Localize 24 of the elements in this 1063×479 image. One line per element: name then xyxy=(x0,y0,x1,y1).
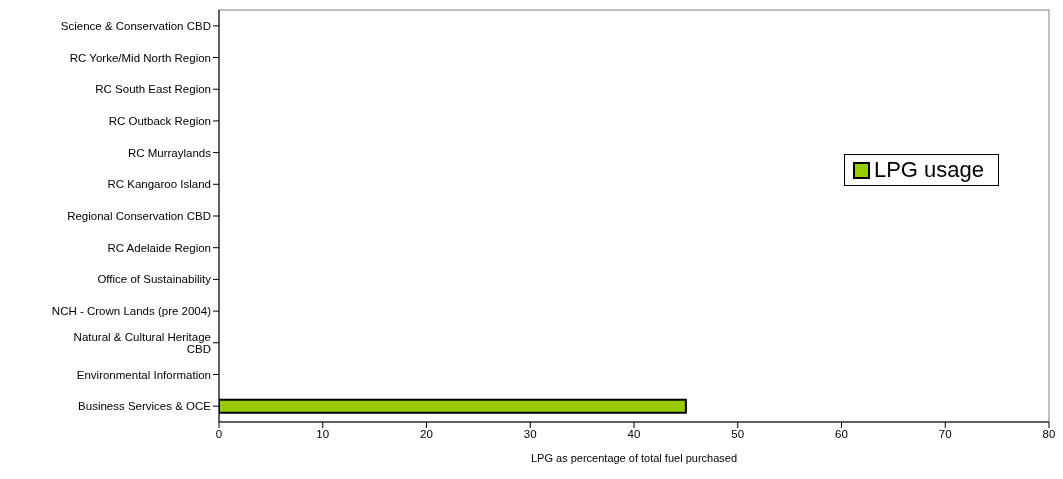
y-tick-label: RC Yorke/Mid North Region xyxy=(69,51,211,64)
x-tick-label: 20 xyxy=(420,428,433,441)
y-tick-label: Science & Conservation CBD xyxy=(60,19,211,32)
y-tick-label: Regional Conservation CBD xyxy=(67,210,211,223)
x-tick-label: 50 xyxy=(731,428,745,441)
x-tick-label: 30 xyxy=(523,428,537,441)
y-tick-label: Natural & Cultural Heritage CBD xyxy=(73,331,211,355)
y-tick-label: Environmental Information xyxy=(76,368,211,381)
x-tick-label: 10 xyxy=(316,428,330,441)
legend-label: LPG usage xyxy=(872,157,984,183)
y-tick-label: RC Outback Region xyxy=(108,115,211,128)
x-tick-label: 60 xyxy=(835,428,848,441)
x-axis-title: LPG as percentage of total fuel purchased xyxy=(530,452,738,464)
y-tick-label: RC Murraylands xyxy=(127,146,212,159)
x-tick-label: 70 xyxy=(938,428,952,441)
y-tick-label: NCH - Crown Lands (pre 2004) xyxy=(51,305,212,318)
x-tick-label: 0 xyxy=(215,428,223,441)
y-tick-label: RC Adelaide Region xyxy=(107,241,211,254)
y-tick-label: RC South East Region xyxy=(95,83,211,96)
y-tick-label: RC Kangaroo Island xyxy=(107,178,211,191)
y-tick-label: Business Services & OCE xyxy=(78,400,212,413)
y-tick-label: Office of Sustainability xyxy=(97,273,212,286)
x-tick-label: 40 xyxy=(627,428,641,441)
x-tick-label: 80 xyxy=(1042,428,1056,441)
